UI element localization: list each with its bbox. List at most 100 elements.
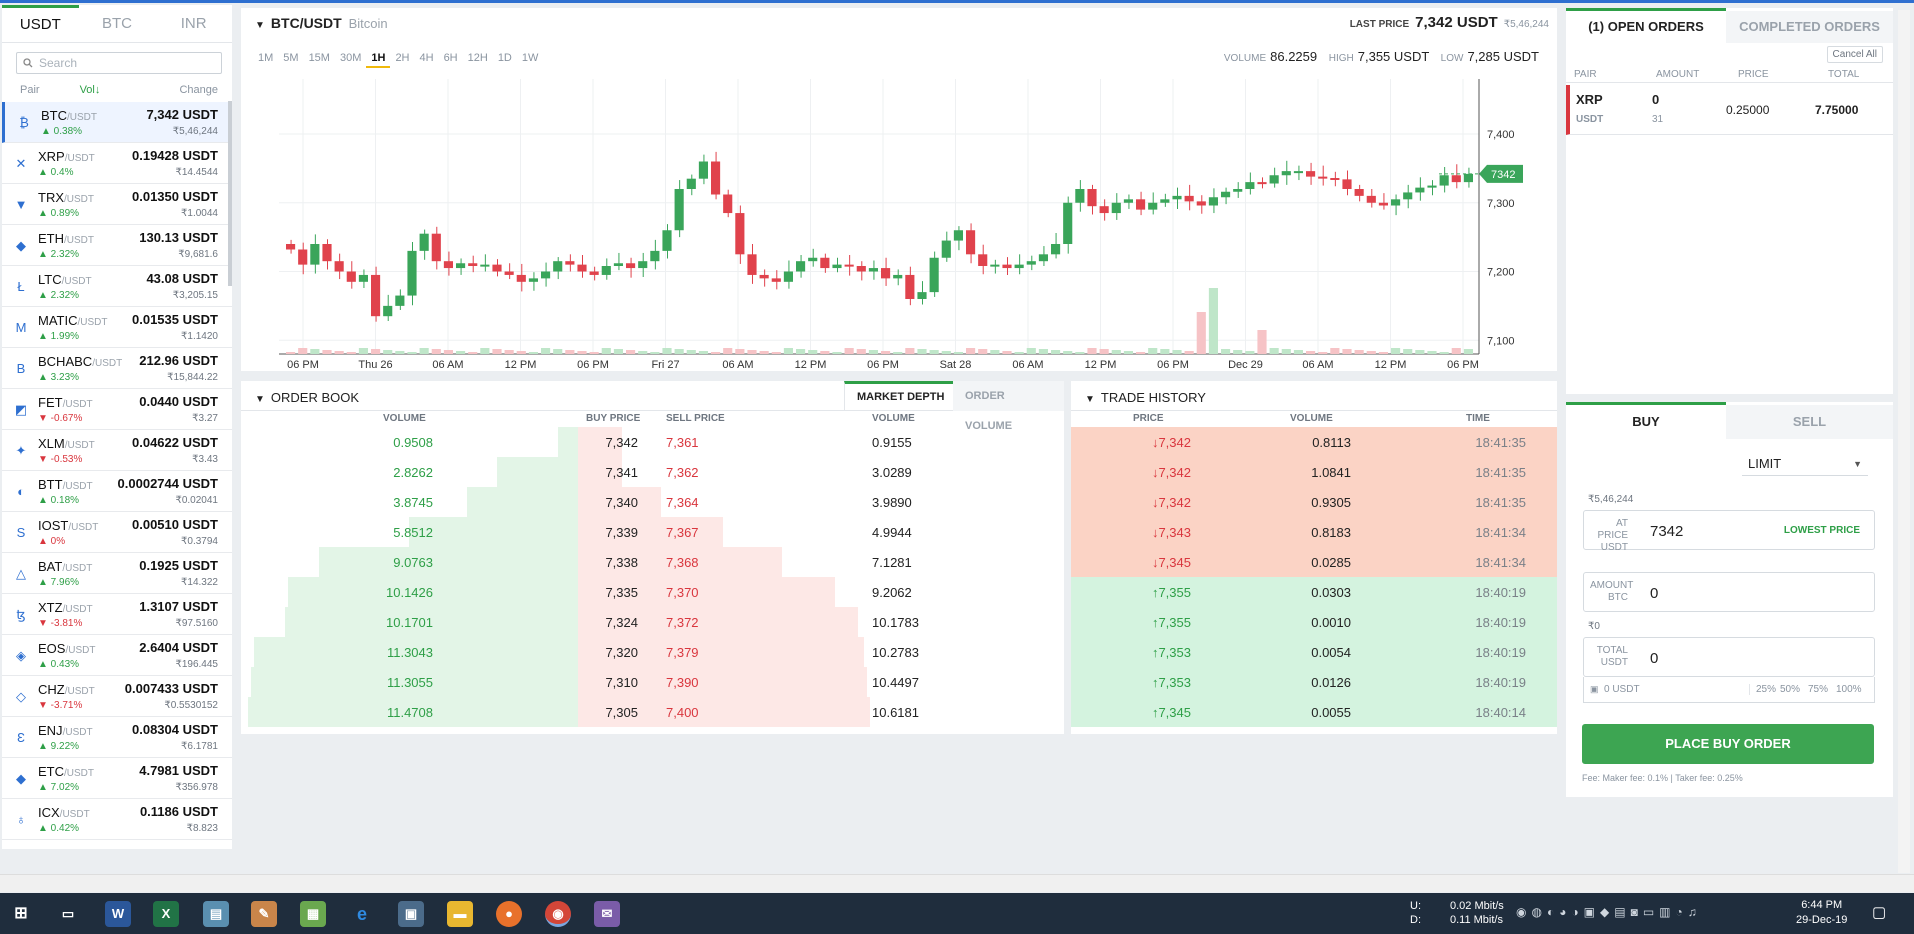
candlestick-chart[interactable]: 06 PM Thu 26 06 AM 12 PM 06 PM Fri 27 06 AM 12 … [241, 71, 1557, 371]
order-book-row[interactable]: 9.0763 7,338 7,368 7.1281 [241, 547, 1064, 577]
order-book-row[interactable]: 0.9508 7,342 7,361 0.9155 [241, 427, 1064, 457]
tf-6h[interactable]: 6H [443, 52, 458, 64]
tab-btc[interactable]: BTC [102, 15, 132, 32]
pair-row-bat[interactable]: △ BAT/USDT ▲ 7.96% 0.1925 USDT ₹14.322 [2, 553, 232, 594]
open-order-row[interactable]: XRP USDT 0 31 0.25000 7.75000 [1566, 85, 1893, 135]
pair-row-bchabc[interactable]: B BCHABC/USDT ▲ 3.23% 212.96 USDT ₹15,844.22 [2, 348, 232, 389]
collapse-icon[interactable]: ▼ [1085, 394, 1095, 405]
pair-row-icx[interactable]: ♁ ICX/USDT ▲ 0.42% 0.1186 USDT ₹8.823 [2, 799, 232, 840]
buy-price: 7,341 [605, 465, 638, 480]
tf-1h[interactable]: 1H [366, 50, 391, 68]
app-icon[interactable]: ▤ [203, 901, 229, 927]
cancel-all-button[interactable]: Cancel All [1826, 46, 1883, 63]
tf-2h[interactable]: 2H [395, 52, 410, 64]
pair-row-iost[interactable]: S IOST/USDT ▲ 0% 0.00510 USDT ₹0.3794 [2, 512, 232, 553]
search-input[interactable]: Search [16, 52, 222, 74]
pair-row-ltc[interactable]: Ł LTC/USDT ▲ 2.32% 43.08 USDT ₹3,205.15 [2, 266, 232, 307]
pair-row-xrp[interactable]: ✕ XRP/USDT ▲ 0.4% 0.19428 USDT ₹14.4544 [2, 143, 232, 184]
pair-row-chz[interactable]: ◇ CHZ/USDT ▼ -3.71% 0.007433 USDT ₹0.5530152 [2, 676, 232, 717]
collapse-icon[interactable]: ▼ [255, 394, 265, 405]
tf-30m[interactable]: 30M [339, 52, 362, 64]
tf-1w[interactable]: 1W [521, 52, 539, 64]
order-book-row[interactable]: 11.4708 7,305 7,400 10.6181 [241, 697, 1064, 727]
tab-inr[interactable]: INR [180, 15, 207, 32]
tab-open-orders[interactable]: (1) OPEN ORDERS [1588, 19, 1704, 34]
pair-row-eos[interactable]: ◈ EOS/USDT ▲ 0.43% 2.6404 USDT ₹196.445 [2, 635, 232, 676]
page-scrollbar[interactable] [1898, 10, 1910, 873]
order-book-row[interactable]: 3.8745 7,340 7,364 3.9890 [241, 487, 1064, 517]
tab-buy[interactable]: BUY [1632, 414, 1660, 429]
collapse-icon[interactable]: ▼ [255, 20, 265, 31]
pair-row-fet[interactable]: ◩ FET/USDT ▼ -0.67% 0.0440 USDT ₹3.27 [2, 389, 232, 430]
clock[interactable]: 6:44 PM 29-Dec-19 [1796, 898, 1847, 928]
order-book-row[interactable]: 11.3043 7,320 7,379 10.2783 [241, 637, 1064, 667]
sell-depth-bar [578, 577, 835, 607]
messaging-icon[interactable]: ✉ [594, 901, 620, 927]
place-buy-order-button[interactable]: PLACE BUY ORDER [1582, 724, 1874, 764]
task-view-icon[interactable]: ▭ [61, 906, 75, 921]
notepad-icon[interactable]: ▦ [300, 901, 326, 927]
tab-usdt[interactable]: USDT [2, 5, 79, 42]
word-icon[interactable]: W [105, 901, 131, 927]
tf-5m[interactable]: 5M [283, 52, 299, 64]
pair-row-xtz[interactable]: ꜩ XTZ/USDT ▼ -3.81% 1.3107 USDT ₹97.5160 [2, 594, 232, 635]
tf-1m[interactable]: 1M [258, 52, 274, 64]
pair-row-xlm[interactable]: ✦ XLM/USDT ▼ -0.53% 0.04622 USDT ₹3.43 [2, 430, 232, 471]
tf-15m[interactable]: 15M [308, 52, 330, 64]
pair-quote: /USDT [62, 399, 93, 410]
edge-icon[interactable]: e [356, 904, 367, 924]
computer-icon[interactable]: ▣ [398, 901, 424, 927]
tab-sell[interactable]: SELL [1726, 405, 1893, 439]
pair-row-matic[interactable]: M MATIC/USDT ▲ 1.99% 0.01535 USDT ₹1.1420 [2, 307, 232, 348]
pair-price: 0.00510 USDT [132, 517, 218, 532]
chrome-icon[interactable]: ◉ [545, 901, 571, 927]
col-vol[interactable]: Vol↓ [79, 84, 101, 96]
tab-order-volume[interactable]: ORDER VOLUME [953, 381, 1064, 432]
pair-row-btt[interactable]: ◐ BTT/USDT ▲ 0.18% 0.0002744 USDT ₹0.02041 [2, 471, 232, 512]
order-book-row[interactable]: 2.8262 7,341 7,362 3.0289 [241, 457, 1064, 487]
folder-icon[interactable]: ▬ [447, 901, 473, 927]
tab-completed-orders[interactable]: COMPLETED ORDERS [1726, 11, 1893, 43]
order-book-row[interactable]: 10.1426 7,335 7,370 9.2062 [241, 577, 1064, 607]
order-book-row[interactable]: 11.3055 7,310 7,390 10.4497 [241, 667, 1064, 697]
col-change[interactable]: Change [179, 84, 218, 96]
pair-row-btc[interactable]: ₿ BTC/USDT ▲ 0.38% 7,342 USDT ₹5,46,244 [2, 102, 232, 143]
order-type-select[interactable]: LIMIT ▼ [1742, 452, 1868, 476]
amount-value[interactable]: 0 [1650, 585, 1659, 602]
pct-75[interactable]: 75% [1808, 684, 1829, 695]
trade-volume: 0.9305 [1311, 494, 1351, 510]
firefox-icon[interactable]: ● [496, 901, 522, 927]
tf-12h[interactable]: 12H [467, 52, 488, 64]
tray-icons[interactable]: ◉◍◐◕◑▣◆▤◙▭▥◔♫ [1516, 905, 1702, 919]
amount-field[interactable]: AMOUNT BTC 0 [1583, 572, 1875, 612]
total-value[interactable]: 0 [1650, 650, 1659, 667]
pct-25[interactable]: 25% [1749, 684, 1776, 695]
horizontal-scrollbar[interactable] [0, 874, 1914, 892]
pair-row-eth[interactable]: ◆ ETH/USDT ▲ 2.32% 130.13 USDT ₹9,681.6 [2, 225, 232, 266]
tf-4h[interactable]: 4H [419, 52, 434, 64]
x-tick-label: 06 PM [867, 359, 899, 371]
order-book-row[interactable]: 5.8512 7,339 7,367 4.9944 [241, 517, 1064, 547]
total-field[interactable]: TOTAL USDT 0 [1583, 637, 1875, 677]
tab-market-depth[interactable]: MARKET DEPTH [844, 381, 958, 411]
pair-row-etc[interactable]: ◆ ETC/USDT ▲ 7.02% 4.7981 USDT ₹356.978 [2, 758, 232, 799]
tf-1d[interactable]: 1D [497, 52, 512, 64]
buy-price: 7,338 [605, 555, 638, 570]
price-field[interactable]: AT PRICE USDT 7342 LOWEST PRICE [1583, 510, 1875, 553]
pair-row-enj[interactable]: Ɛ ENJ/USDT ▲ 9.22% 0.08304 USDT ₹6.1781 [2, 717, 232, 758]
notification-icon[interactable]: ▢ [1872, 904, 1887, 921]
start-icon[interactable]: ⊞ [14, 905, 28, 922]
col-pair[interactable]: Pair [20, 84, 40, 96]
paint-icon[interactable]: ✎ [251, 901, 277, 927]
pair-inr-price: ₹97.5160 [175, 618, 218, 629]
price-value[interactable]: 7342 [1650, 523, 1684, 540]
order-book-row[interactable]: 10.1701 7,324 7,372 10.1783 [241, 607, 1064, 637]
lowest-price-link[interactable]: LOWEST PRICE [1783, 525, 1860, 536]
pair-inr-price: ₹15,844.22 [167, 372, 218, 383]
pair-symbol: IOST/USDT [38, 518, 98, 533]
pct-50[interactable]: 50% [1780, 684, 1801, 695]
pair-row-trx[interactable]: ▼ TRX/USDT ▲ 0.89% 0.01350 USDT ₹1.0044 [2, 184, 232, 225]
excel-icon[interactable]: X [153, 901, 179, 927]
pct-100[interactable]: 100% [1836, 684, 1862, 695]
list-scrollbar[interactable] [228, 101, 232, 286]
